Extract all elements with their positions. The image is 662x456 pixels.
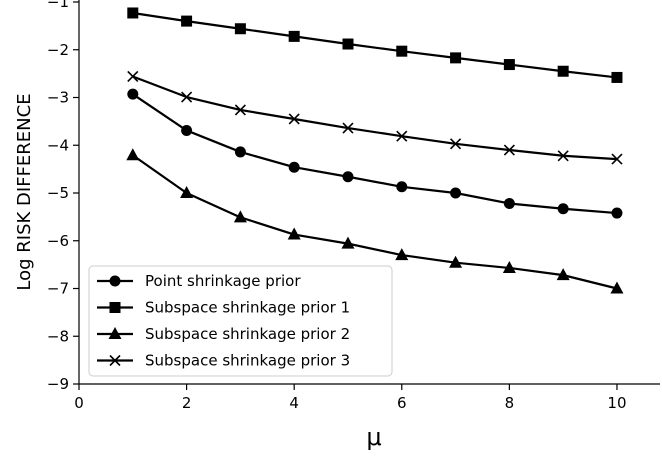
legend-item: Point shrinkage prior [97,272,301,290]
x-marker-stroke [288,113,300,125]
data-point [288,30,300,42]
y-tick-label: −4 [47,136,69,154]
x-marker-stroke [342,122,354,134]
data-point [234,23,246,35]
data-point [181,91,193,103]
data-point [396,45,408,57]
x-tick-label: 4 [289,394,299,412]
legend-marker [109,275,121,287]
data-point [396,130,408,142]
legend-label: Subspace shrinkage prior 2 [145,325,350,343]
series-3 [126,148,624,294]
x-marker-stroke [450,138,462,150]
data-point [557,65,569,77]
legend-label: Subspace shrinkage prior 1 [145,299,350,317]
legend-item: Subspace shrinkage prior 1 [97,299,350,317]
x-tick-label: 0 [74,394,84,412]
data-point [611,207,623,219]
data-point [502,260,516,273]
y-tick-label: −1 [47,0,69,11]
data-point [449,255,463,268]
x-marker-stroke [109,354,121,367]
data-point [342,171,354,183]
series-line [132,93,618,215]
data-point [611,153,623,165]
x-tick-label: 10 [607,394,626,412]
legend-item: Subspace shrinkage prior 2 [97,325,350,343]
data-point [450,187,462,199]
y-axis-label: Log RISK DIFFERENCE [14,93,35,290]
legend-label: Point shrinkage prior [145,272,301,290]
data-point [503,59,515,71]
data-point [181,15,193,27]
legend-item: Subspace shrinkage prior 3 [97,352,350,370]
x-tick-label: 2 [182,394,192,412]
x-axis-label: μ [366,423,381,451]
x-marker-stroke [557,150,569,162]
legend-marker [109,302,121,313]
data-point [450,52,462,64]
data-point [234,146,246,158]
series-line [132,75,618,161]
y-tick-label: −5 [47,184,69,202]
data-point [233,210,247,223]
data-point [610,281,624,294]
x-marker-stroke [127,70,139,83]
y-tick-label: −9 [47,375,69,393]
data-point [395,248,409,261]
data-point [181,124,193,136]
data-point [342,38,354,50]
x-marker-stroke [234,104,246,116]
plot-area [126,7,624,294]
legend-box [88,265,393,377]
x-marker-stroke [503,144,515,156]
data-point [127,88,139,100]
data-point [126,148,140,161]
data-point [127,70,139,83]
data-point [342,122,354,134]
x-tick-label: 6 [397,394,407,412]
legend-marker [108,327,122,339]
series-2 [127,7,623,83]
y-tick-label: −6 [47,232,69,250]
data-point [287,227,301,240]
data-point [180,186,194,198]
series-line [132,11,618,79]
data-point [288,161,300,173]
x-marker-stroke [396,130,408,142]
x-marker-stroke [611,153,623,165]
data-point [341,236,355,249]
data-point [557,203,569,215]
legend-marker [109,354,121,367]
y-tick-label: −3 [47,89,69,107]
data-point [556,268,570,281]
data-point [503,144,515,156]
y-tick-label: −8 [47,327,69,345]
data-point [127,7,139,19]
x-tick-label: 8 [505,394,515,412]
data-point [288,113,300,125]
axes: 0 2 4 6 8 10 −9 −8 −7 −6 −5 −4 −3 −2 −1 [47,0,660,412]
data-point [396,181,408,193]
data-point [450,138,462,150]
series-1 [127,88,623,219]
legend-label: Subspace shrinkage prior 3 [145,352,350,370]
series-line [132,154,618,290]
series-4 [127,70,623,165]
data-point [234,104,246,116]
legend: Point shrinkage prior Subspace shrinkage … [88,265,393,377]
data-point [503,198,515,210]
y-tick-label: −7 [47,280,69,298]
data-point [557,150,569,162]
data-point [611,71,623,83]
y-tick-label: −2 [47,41,69,59]
x-marker-stroke [181,91,193,103]
